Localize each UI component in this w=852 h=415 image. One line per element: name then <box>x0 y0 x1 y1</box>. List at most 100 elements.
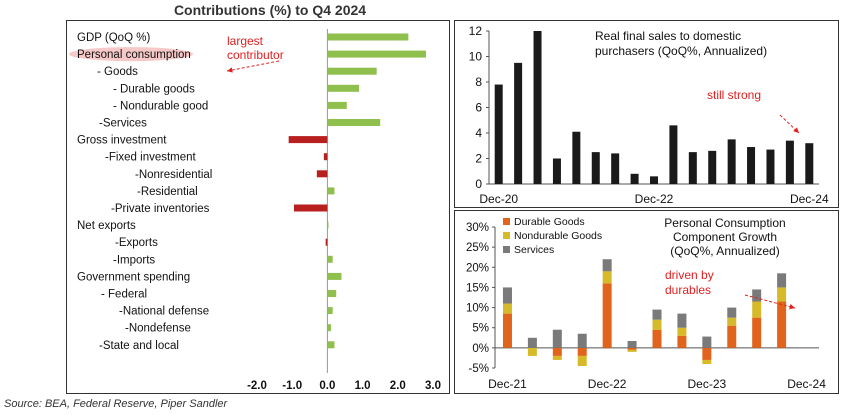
x-tick-label: 1.0 <box>355 380 371 392</box>
category-label: -Fixed investment <box>105 152 197 164</box>
x-tick-label: -1.0 <box>282 380 302 392</box>
stacked-bar-segment <box>652 329 662 348</box>
x-tick-label: Dec-24 <box>787 377 826 391</box>
sales-bar <box>494 84 503 184</box>
stacked-bar-segment <box>702 359 712 364</box>
sales-bar <box>805 143 814 184</box>
legend-label: Nondurable Goods <box>514 230 602 242</box>
legend-swatch <box>503 232 510 239</box>
chart-title: Real final sales to domestic purchasers (… <box>595 29 767 58</box>
contributions-chart-frame: GDP (QoQ %) Personal consumption - Goods - … <box>66 20 450 394</box>
stacked-bar-segment <box>627 341 637 348</box>
contribution-bar <box>327 221 329 229</box>
sales-bar <box>727 139 736 184</box>
contribution-bar <box>327 50 426 58</box>
sales-bar <box>514 62 523 184</box>
highlight-ellipse <box>69 47 193 62</box>
category-label: -State and local <box>99 340 179 352</box>
y-tick-label: -5% <box>469 363 489 375</box>
stacked-bar-segment <box>702 347 712 360</box>
category-label: -National defense <box>119 306 209 318</box>
annotation-text: largest contributor <box>227 34 284 62</box>
category-label: - Federal <box>101 289 147 301</box>
category-label: - Goods <box>97 66 138 78</box>
y-tick-label: 10 <box>469 50 483 64</box>
contributions-chart: GDP (QoQ %) Personal consumption - Goods - … <box>69 29 441 392</box>
stacked-bar-segment <box>552 329 562 348</box>
contribution-bar <box>325 238 328 246</box>
x-tick-label: Dec-20 <box>479 192 518 206</box>
sales-bar <box>669 125 678 184</box>
chart-title: Personal Consumption <box>664 216 785 230</box>
annotation-text: driven by durables <box>665 268 714 297</box>
contribution-bar <box>327 187 335 195</box>
stacked-bar-segment <box>727 317 737 326</box>
stacked-bar-segment <box>577 355 587 366</box>
category-label: GDP (QoQ %) <box>77 32 150 44</box>
category-label: -Nonresidential <box>135 169 212 181</box>
stacked-bar-segment <box>502 287 512 304</box>
y-tick-label: 6 <box>475 101 482 115</box>
real-final-sales-chart-frame: 0 2 4 6 8 10 12 Dec-20 Dec-22 Dec-24 Real final sa… <box>454 20 839 208</box>
stacked-bar-segment <box>502 313 512 348</box>
legend-label: Durable Goods <box>514 216 585 228</box>
chart-title: (QoQ%, Annualized) <box>670 244 779 258</box>
annotation-arrowhead <box>793 127 799 133</box>
contribution-bar <box>316 170 328 178</box>
contribution-bar <box>288 136 328 144</box>
x-tick-label: Dec-24 <box>790 192 829 206</box>
contribution-bar <box>327 307 333 315</box>
x-tick-label: Dec-23 <box>688 377 727 391</box>
category-label: Personal consumption <box>77 49 191 61</box>
contribution-bar <box>327 67 377 75</box>
contribution-bar <box>293 204 328 212</box>
sales-bar <box>591 152 600 184</box>
y-tick-label: 15% <box>466 282 489 294</box>
stacked-bar-segment <box>677 327 687 336</box>
stacked-bar-segment <box>552 347 562 356</box>
stacked-bar-segment <box>602 283 612 348</box>
x-tick-label: -2.0 <box>247 380 267 392</box>
x-tick-label: Dec-22 <box>635 192 674 206</box>
y-tick-label: 4 <box>475 126 482 140</box>
y-tick-label: 5% <box>472 323 489 335</box>
stacked-bar-segment <box>727 307 737 318</box>
y-tick-label: 20% <box>466 262 489 274</box>
y-tick-label: 0 <box>475 177 482 191</box>
consumption-components-chart-frame: -5% 0% 5% 10% 15% 20% 25% 30% Dec-21 Dec-22 Dec-23… <box>454 210 839 394</box>
stacked-bar-segment <box>577 333 587 348</box>
sales-bar <box>785 140 794 184</box>
x-tick-label: 2.0 <box>390 380 406 392</box>
sales-bar <box>533 31 542 184</box>
contribution-bar <box>327 290 337 297</box>
category-label: -Residential <box>137 186 198 198</box>
category-label: -Private inventories <box>111 203 210 215</box>
x-tick-label: Dec-21 <box>488 377 527 391</box>
y-tick-label: 0% <box>472 343 489 355</box>
stacked-bar-segment <box>602 259 612 272</box>
stacked-bar-segment <box>752 289 762 302</box>
sales-bar <box>708 150 717 184</box>
y-tick-label: 2 <box>475 152 482 166</box>
sales-bar <box>611 153 620 184</box>
stacked-bar-segment <box>602 271 612 284</box>
stacked-bar-segment <box>552 355 562 360</box>
stacked-bar-segment <box>527 337 537 348</box>
legend-swatch <box>503 218 510 225</box>
category-label: -Services <box>99 118 147 130</box>
category-label: Net exports <box>77 220 136 232</box>
consumption-components-chart: -5% 0% 5% 10% 15% 20% 25% 30% Dec-21 Dec-22 Dec-23… <box>466 216 826 391</box>
y-tick-label: 30% <box>466 222 489 234</box>
stacked-bar-segment <box>652 319 662 330</box>
stacked-bar-segment <box>627 347 637 350</box>
category-label: -Imports <box>113 254 155 266</box>
stacked-bar-segment <box>777 301 787 348</box>
annotation-arrowhead <box>789 304 795 310</box>
contribution-bar <box>327 119 381 126</box>
annotation-text: still strong <box>707 88 761 102</box>
sales-bar <box>552 158 561 184</box>
stacked-bar-segment <box>752 317 762 348</box>
x-tick-label: 0.0 <box>319 380 335 392</box>
y-tick-label: 12 <box>469 24 483 38</box>
stacked-bar-segment <box>752 301 762 318</box>
